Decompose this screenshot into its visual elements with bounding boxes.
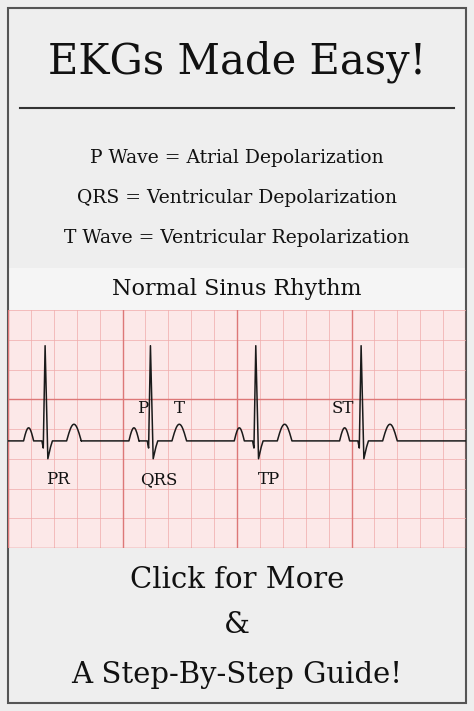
Text: PR: PR xyxy=(46,471,70,488)
Bar xyxy=(8,310,466,548)
Text: QRS = Ventricular Depolarization: QRS = Ventricular Depolarization xyxy=(77,189,397,207)
Text: ST: ST xyxy=(331,400,354,417)
Text: TP: TP xyxy=(258,471,280,488)
Text: T Wave = Ventricular Repolarization: T Wave = Ventricular Repolarization xyxy=(64,229,410,247)
Text: A Step-By-Step Guide!: A Step-By-Step Guide! xyxy=(72,661,402,689)
Text: EKGs Made Easy!: EKGs Made Easy! xyxy=(48,41,426,83)
Text: &: & xyxy=(224,611,250,639)
Text: QRS: QRS xyxy=(140,471,178,488)
Text: T: T xyxy=(174,400,185,417)
Text: P Wave = Atrial Depolarization: P Wave = Atrial Depolarization xyxy=(90,149,384,167)
Text: P: P xyxy=(137,400,149,417)
Text: Click for More: Click for More xyxy=(130,566,344,594)
Text: Normal Sinus Rhythm: Normal Sinus Rhythm xyxy=(112,278,362,300)
Bar xyxy=(8,268,466,310)
Bar xyxy=(8,548,466,703)
